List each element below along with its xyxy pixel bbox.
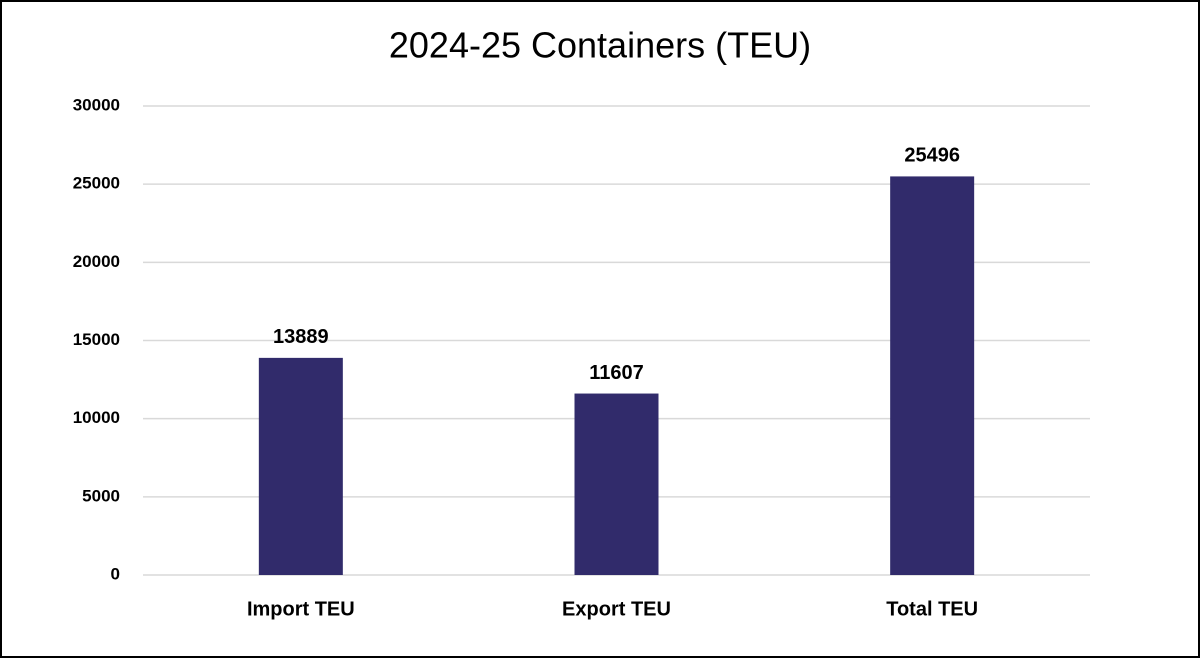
bar — [258, 357, 343, 575]
y-tick-label: 10000 — [73, 408, 120, 427]
x-tick-label: Import TEU — [247, 598, 355, 620]
bar — [574, 393, 659, 575]
data-label: 25496 — [904, 145, 960, 167]
y-tick-label: 0 — [111, 564, 120, 583]
y-tick-label: 30000 — [73, 95, 120, 114]
y-tick-label: 20000 — [73, 252, 120, 271]
chart-title: 2024-25 Containers (TEU) — [389, 25, 811, 66]
bar — [890, 176, 975, 575]
y-tick-label: 15000 — [73, 330, 120, 349]
data-label: 11607 — [589, 362, 644, 384]
y-tick-label: 5000 — [82, 486, 120, 505]
x-tick-label: Total TEU — [886, 598, 978, 620]
data-label: 13889 — [273, 326, 329, 348]
x-tick-label: Export TEU — [562, 598, 671, 620]
y-tick-label: 25000 — [73, 174, 120, 193]
